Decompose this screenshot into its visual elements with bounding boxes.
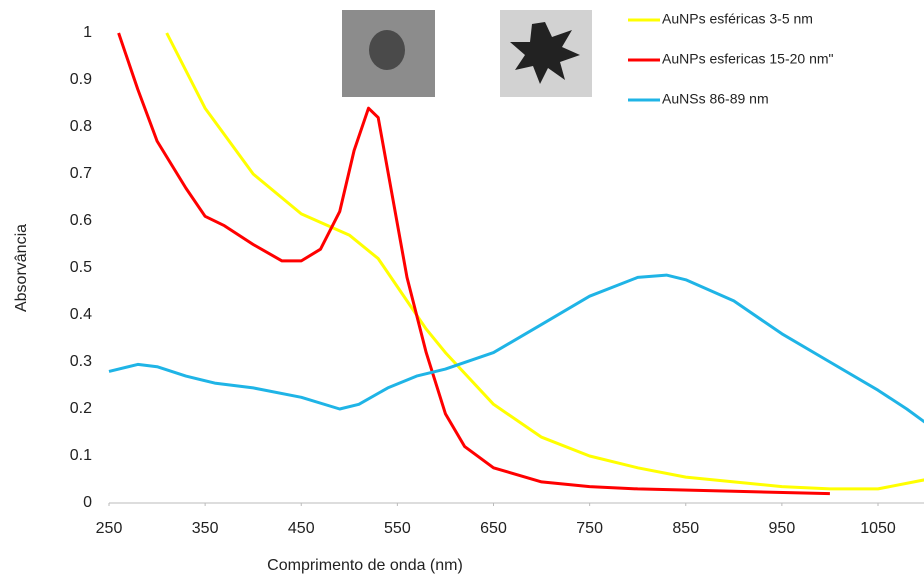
x-axis-label: Comprimento de onda (nm) <box>267 557 463 574</box>
line-series <box>165 32 924 491</box>
y-axis-label: Absorvância <box>13 224 30 312</box>
x-tick-label: 950 <box>769 520 796 537</box>
tem-image-sphere <box>342 10 435 97</box>
legend-label: AuNPs esfericas 15-20 nm" <box>662 51 834 67</box>
x-tick-label: 550 <box>384 520 411 537</box>
y-tick-label: 0.6 <box>70 212 92 229</box>
x-tick-label: 750 <box>576 520 603 537</box>
x-tick-label: 650 <box>480 520 507 537</box>
x-tick-label: 450 <box>288 520 315 537</box>
legend-label: AuNSs 86-89 nm <box>662 91 769 107</box>
particle <box>510 22 580 84</box>
legend-label: AuNPs esféricas 3-5 nm <box>662 11 813 27</box>
y-tick-label: 1 <box>83 24 92 41</box>
y-tick-label: 0.3 <box>70 353 92 370</box>
x-tick-label: 1050 <box>860 520 896 537</box>
y-tick-label: 0.4 <box>70 306 92 323</box>
y-tick-label: 0 <box>83 494 92 511</box>
x-tick-label: 250 <box>96 520 123 537</box>
tem-image-star <box>500 10 592 97</box>
y-tick-label: 0.1 <box>70 447 92 464</box>
particle <box>369 30 405 70</box>
y-tick-label: 0.7 <box>70 165 92 182</box>
line-series <box>117 32 830 496</box>
y-tick-label: 0.5 <box>70 259 92 276</box>
line-series <box>108 273 924 424</box>
x-tick-label: 350 <box>192 520 219 537</box>
y-tick-label: 0.8 <box>70 118 92 135</box>
x-tick-label: 850 <box>672 520 699 537</box>
y-tick-label: 0.2 <box>70 400 92 417</box>
y-tick-label: 0.9 <box>70 71 92 88</box>
